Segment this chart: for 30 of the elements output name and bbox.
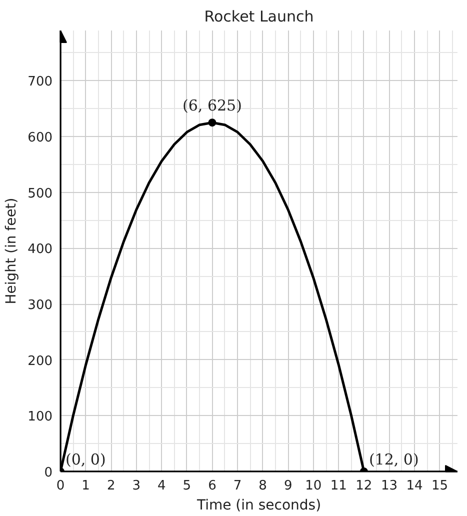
x-tick-label: 13 — [380, 478, 398, 494]
x-tick-label: 6 — [208, 478, 216, 494]
x-tick-label: 4 — [158, 478, 166, 494]
y-tick-label: 400 — [28, 242, 53, 258]
y-axis-title: Height (in feet) — [4, 198, 20, 304]
y-tick-label: 600 — [28, 130, 53, 146]
x-tick-label: 3 — [132, 478, 141, 494]
x-tick-label: 14 — [406, 478, 423, 494]
x-tick-label: 5 — [182, 478, 192, 494]
y-tick-label: 0 — [44, 466, 53, 480]
x-tick-label: 15 — [432, 478, 448, 494]
x-tick-label: 10 — [305, 478, 322, 494]
chart-title: Rocket Launch — [204, 8, 314, 26]
x-tick-label: 9 — [284, 478, 292, 494]
y-tick-label: 200 — [28, 354, 53, 369]
x-tick-label: 7 — [233, 478, 242, 494]
x-tick-label: 11 — [330, 478, 347, 494]
annotation: (12, 0) — [368, 450, 419, 468]
y-tick-label: 700 — [28, 74, 53, 90]
annotation: (0, 0) — [66, 450, 106, 468]
annotation: (6, 625) — [182, 96, 242, 115]
y-tick-label: 300 — [28, 298, 53, 314]
x-axis-title: Time (in seconds) — [196, 498, 322, 514]
x-tick-label: 8 — [258, 478, 267, 494]
y-tick-label: 500 — [28, 186, 53, 202]
x-tick-label: 1 — [82, 478, 90, 494]
x-tick-label: 0 — [56, 478, 65, 494]
x-tick-label: 2 — [106, 478, 116, 494]
x-tick-label: 12 — [356, 478, 372, 494]
y-tick-label: 100 — [28, 410, 53, 425]
